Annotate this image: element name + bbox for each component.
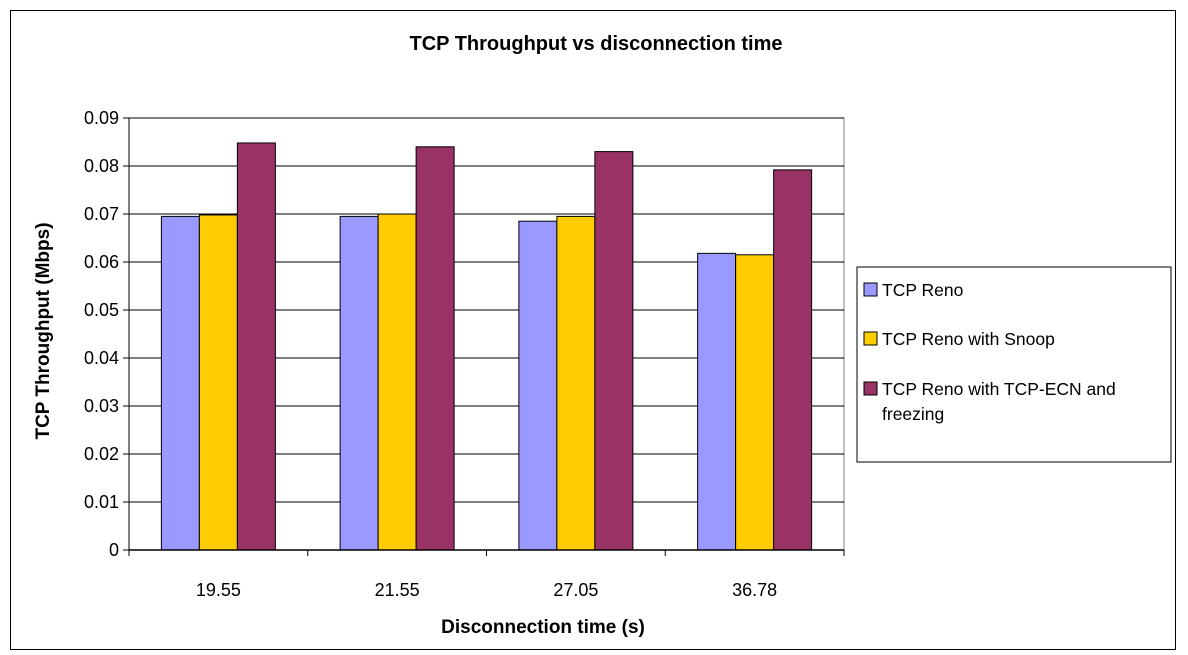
bar	[594, 151, 634, 551]
bar	[339, 215, 379, 551]
x-tick-label: 21.55	[375, 580, 420, 600]
legend-label: TCP Reno with Snoop	[882, 329, 1055, 349]
y-tick-label: 0.06	[84, 252, 119, 272]
legend-swatch	[863, 381, 878, 396]
bar	[415, 146, 455, 551]
bar	[735, 254, 775, 551]
bar	[697, 252, 737, 551]
y-tick-label: 0.02	[84, 444, 119, 464]
legend-box	[856, 266, 1172, 463]
x-tick-labels: 19.55 21.55 27.05 36.78	[196, 580, 777, 600]
bar	[160, 215, 200, 551]
chart-title: TCP Throughput vs disconnection time	[410, 33, 783, 55]
bar	[518, 220, 558, 551]
bar	[377, 213, 417, 551]
y-tick-label: 0.01	[84, 492, 119, 512]
chart-frame: TCP Throughput vs disconnection time 0 0.…	[10, 10, 1176, 650]
legend-swatch	[863, 331, 878, 346]
x-tick-label: 27.05	[553, 580, 598, 600]
x-tick-label: 36.78	[732, 580, 777, 600]
bar	[236, 142, 276, 551]
y-tick-labels: 0 0.01 0.02 0.03 0.04 0.05 0.06 0.07 0.08 0.09	[84, 108, 119, 560]
y-tick-label: 0.03	[84, 396, 119, 416]
y-tick-label: 0.07	[84, 204, 119, 224]
legend-label: TCP Reno	[882, 280, 963, 300]
legend-swatch	[863, 282, 878, 297]
x-tick-label: 19.55	[196, 580, 241, 600]
y-tick-label: 0.08	[84, 156, 119, 176]
y-tick-label: 0.09	[84, 108, 119, 128]
y-tick-label: 0.05	[84, 300, 119, 320]
y-tick-label: 0.04	[84, 348, 119, 368]
x-axis-title: Disconnection time (s)	[441, 617, 645, 638]
legend: TCP Reno TCP Reno with Snoop TCP Reno with…	[856, 266, 1172, 463]
bars	[160, 142, 813, 551]
y-axis-title: TCP Throughput (Mbps)	[33, 222, 54, 439]
bar-chart: TCP Throughput vs disconnection time 0 0.…	[33, 33, 1172, 638]
bar	[773, 169, 813, 551]
bar	[556, 215, 596, 551]
axes	[123, 117, 845, 556]
legend-label: TCP Reno with TCP-ECN and	[882, 379, 1116, 399]
bar	[198, 214, 238, 551]
y-tick-label: 0	[109, 540, 119, 560]
legend-label: freezing	[882, 404, 944, 424]
